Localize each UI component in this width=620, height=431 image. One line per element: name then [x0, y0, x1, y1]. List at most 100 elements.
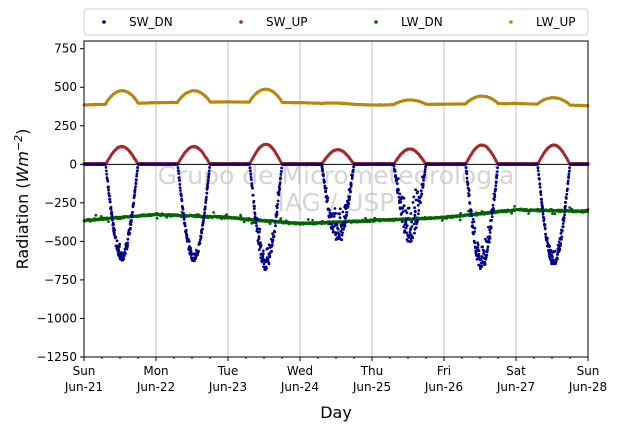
data-point	[201, 227, 204, 231]
data-point	[252, 207, 256, 211]
data-point	[107, 185, 110, 189]
data-point	[183, 222, 187, 225]
data-point	[131, 205, 135, 209]
data-point	[187, 237, 190, 241]
data-point	[267, 243, 271, 247]
data-point	[276, 203, 280, 206]
data-point	[249, 169, 252, 173]
data-point	[207, 172, 211, 176]
data-point	[104, 163, 107, 166]
data-point	[440, 219, 444, 222]
data-point	[134, 185, 137, 189]
data-point	[261, 249, 265, 253]
data-point	[200, 231, 204, 235]
data-point	[105, 176, 109, 180]
data-point	[239, 213, 243, 217]
data-point	[253, 204, 256, 208]
data-point	[189, 249, 193, 253]
data-point	[106, 179, 110, 183]
data-point	[110, 213, 114, 217]
data-point	[253, 213, 257, 216]
data-point	[179, 189, 182, 192]
data-point	[265, 267, 268, 270]
data-point	[205, 191, 209, 195]
data-point	[277, 193, 281, 197]
data-point	[178, 186, 182, 190]
data-point	[278, 187, 281, 191]
data-point	[206, 186, 210, 189]
data-point	[261, 254, 265, 258]
data-point	[262, 252, 265, 256]
data-point	[185, 234, 189, 238]
data-point	[122, 254, 126, 258]
data-point	[275, 212, 279, 216]
data-point	[205, 195, 208, 199]
data-point	[249, 175, 253, 179]
data-point	[117, 250, 121, 254]
data-point	[115, 239, 119, 243]
data-point	[108, 194, 111, 198]
data-point	[110, 210, 114, 214]
data-point	[126, 237, 130, 241]
data-point	[202, 219, 205, 222]
data-point	[177, 169, 180, 173]
data-point	[104, 166, 108, 169]
data-point	[129, 226, 132, 230]
data-point	[267, 262, 271, 266]
data-point	[136, 169, 139, 173]
data-point	[109, 208, 113, 211]
series-sw-dn	[82, 162, 590, 272]
data-point	[181, 207, 185, 211]
data-point	[277, 190, 281, 194]
data-point	[108, 200, 112, 204]
data-point	[176, 166, 180, 170]
data-point	[118, 242, 121, 246]
data-point	[177, 176, 181, 180]
data-point	[275, 206, 279, 210]
data-point	[134, 182, 138, 186]
watermark: Grupo de Micrometeorologia IAG / USP	[158, 161, 515, 217]
data-point	[256, 239, 260, 243]
data-point	[203, 211, 207, 215]
data-point	[255, 224, 258, 228]
data-point	[202, 213, 206, 217]
data-point	[262, 265, 265, 269]
data-point	[155, 216, 159, 220]
data-point	[135, 172, 139, 176]
data-point	[182, 218, 186, 221]
data-point	[208, 166, 212, 169]
data-point	[251, 186, 254, 190]
data-point	[177, 172, 181, 175]
data-point	[257, 235, 261, 239]
data-point	[306, 218, 310, 221]
data-point	[183, 224, 187, 228]
data-point	[126, 243, 129, 247]
data-point	[132, 201, 136, 205]
data-point	[280, 166, 283, 170]
data-point	[280, 170, 283, 174]
data-point	[136, 166, 140, 170]
data-point	[128, 231, 132, 235]
data-point	[266, 259, 270, 262]
data-point	[206, 179, 210, 183]
data-point	[207, 169, 211, 173]
data-point	[252, 221, 256, 225]
data-point	[259, 243, 263, 247]
data-point	[134, 178, 138, 182]
data-point	[242, 220, 246, 224]
data-point	[133, 193, 136, 197]
data-point	[107, 220, 110, 224]
data-point	[251, 193, 255, 197]
data-point	[256, 218, 259, 221]
data-point	[458, 218, 462, 222]
data-point	[184, 228, 188, 232]
data-point	[266, 247, 269, 250]
data-point	[118, 245, 121, 249]
data-point	[271, 232, 274, 236]
data-point	[107, 192, 111, 195]
data-point	[180, 199, 184, 203]
data-point	[513, 205, 516, 208]
data-point	[257, 248, 261, 252]
data-point	[212, 211, 216, 214]
data-point	[278, 183, 282, 187]
